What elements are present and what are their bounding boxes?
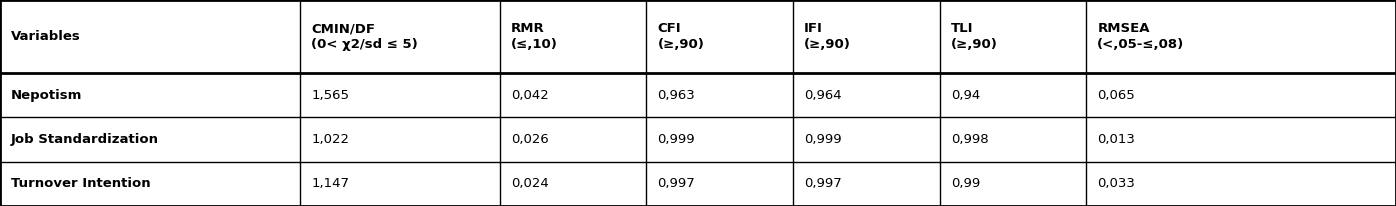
Text: IFI
(≥,90): IFI (≥,90) <box>804 22 852 51</box>
Text: 0,99: 0,99 <box>951 177 980 190</box>
Text: 0,013: 0,013 <box>1097 133 1135 146</box>
Text: 0,997: 0,997 <box>658 177 695 190</box>
Text: 0,94: 0,94 <box>951 89 980 102</box>
Text: RMSEA
(<,05-≤,08): RMSEA (<,05-≤,08) <box>1097 22 1184 51</box>
Text: RMR
(≤,10): RMR (≤,10) <box>511 22 558 51</box>
Text: 0,024: 0,024 <box>511 177 549 190</box>
Text: CFI
(≥,90): CFI (≥,90) <box>658 22 705 51</box>
Text: 0,042: 0,042 <box>511 89 549 102</box>
Text: Job Standardization: Job Standardization <box>11 133 159 146</box>
Text: 0,999: 0,999 <box>658 133 695 146</box>
Text: 0,997: 0,997 <box>804 177 842 190</box>
Text: 0,033: 0,033 <box>1097 177 1135 190</box>
Text: 0,065: 0,065 <box>1097 89 1135 102</box>
Text: CMIN/DF
(0< χ2/sd ≤ 5): CMIN/DF (0< χ2/sd ≤ 5) <box>311 22 417 51</box>
Text: Nepotism: Nepotism <box>11 89 82 102</box>
Text: 0,999: 0,999 <box>804 133 842 146</box>
Text: 0,964: 0,964 <box>804 89 842 102</box>
Text: 1,565: 1,565 <box>311 89 349 102</box>
Text: TLI
(≥,90): TLI (≥,90) <box>951 22 998 51</box>
Text: 1,022: 1,022 <box>311 133 349 146</box>
Text: 0,963: 0,963 <box>658 89 695 102</box>
Text: Turnover Intention: Turnover Intention <box>11 177 151 190</box>
Text: 0,998: 0,998 <box>951 133 988 146</box>
Text: Variables: Variables <box>11 30 81 43</box>
Text: 1,147: 1,147 <box>311 177 349 190</box>
Text: 0,026: 0,026 <box>511 133 549 146</box>
